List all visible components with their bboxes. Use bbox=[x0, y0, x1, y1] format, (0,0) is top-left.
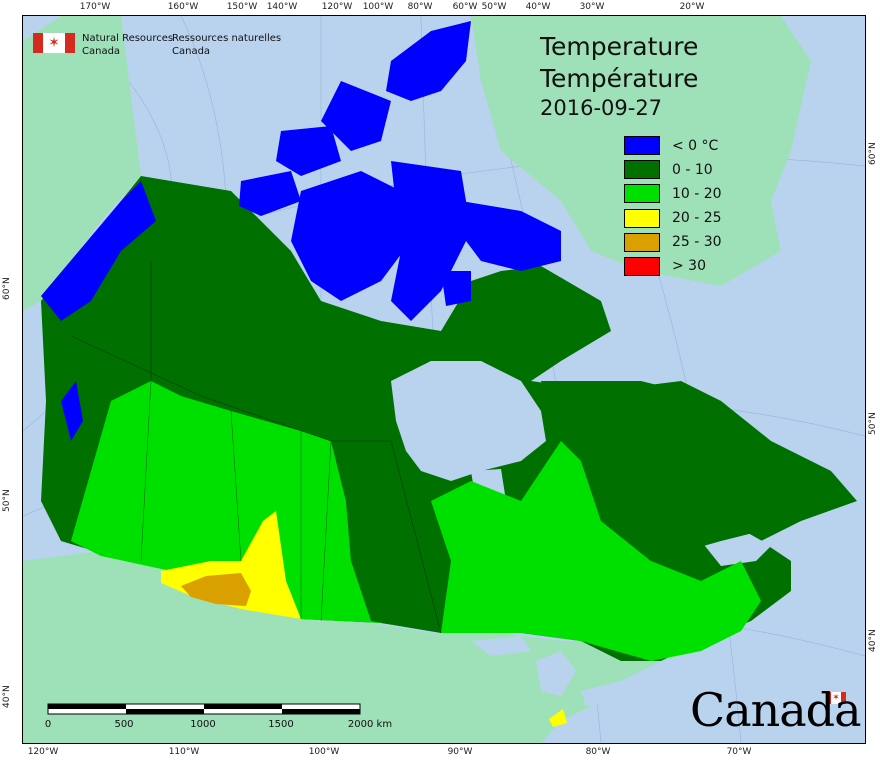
legend-item: 25 - 30 bbox=[624, 231, 722, 254]
title-en: Temperature bbox=[540, 32, 699, 61]
arctic-island bbox=[386, 21, 471, 101]
legend-item: < 0 °C bbox=[624, 134, 722, 157]
organization-name-en: Natural Resources Canada bbox=[82, 32, 173, 58]
lat-label-left: 60°N bbox=[2, 277, 12, 300]
zone-0-10-band bbox=[331, 441, 441, 631]
legend-swatch bbox=[624, 136, 660, 155]
map-canvas bbox=[23, 16, 865, 743]
lon-label-top: 100°W bbox=[362, 2, 394, 12]
lon-label-top: 120°W bbox=[321, 2, 353, 12]
map-title: Temperature Température bbox=[540, 34, 698, 92]
arctic-island bbox=[441, 271, 471, 306]
organization-line: Ressources naturelles bbox=[172, 33, 282, 44]
lon-label-top: 30°W bbox=[579, 2, 605, 12]
zone-below-zero bbox=[41, 21, 561, 441]
legend-label: < 0 °C bbox=[672, 137, 719, 154]
alaska-land bbox=[23, 16, 141, 311]
lon-label-top: 150°W bbox=[226, 2, 258, 12]
legend-item: > 30 bbox=[624, 255, 722, 278]
legend-label: 20 - 25 bbox=[672, 210, 722, 227]
lon-label-top: 50°W bbox=[481, 2, 507, 12]
province-borders bbox=[70, 261, 442, 634]
lon-label-top: 60°W bbox=[452, 2, 478, 12]
lon-label-bottom: 70°W bbox=[726, 747, 752, 757]
lon-label-top: 160°W bbox=[167, 2, 199, 12]
great-lakes bbox=[471, 636, 621, 706]
legend-item: 10 - 20 bbox=[624, 182, 722, 205]
lon-label-bottom: 100°W bbox=[308, 747, 340, 757]
legend-swatch bbox=[624, 256, 660, 276]
lon-label-bottom: 110°W bbox=[168, 747, 200, 757]
organization-line: Natural Resources bbox=[82, 33, 174, 44]
bc-cold-patch bbox=[61, 381, 83, 441]
lon-label-top: 170°W bbox=[79, 2, 111, 12]
lon-label-bottom: 90°W bbox=[447, 747, 473, 757]
legend-swatch bbox=[624, 160, 660, 180]
scale-label: 1000 bbox=[190, 719, 216, 730]
lon-label-bottom: 80°W bbox=[585, 747, 611, 757]
legend-swatch bbox=[624, 208, 660, 228]
organization-line: Canada bbox=[82, 46, 121, 57]
lat-label-left: 50°N bbox=[2, 489, 12, 512]
legend-label: 10 - 20 bbox=[672, 185, 722, 202]
zone-25-30 bbox=[181, 573, 251, 606]
arctic-island bbox=[291, 171, 411, 301]
organization-name-fr: Ressources naturelles Canada bbox=[172, 32, 281, 58]
canada-wordmark-flag-icon: ✶ bbox=[826, 692, 846, 704]
scale-label: 1500 bbox=[268, 719, 294, 730]
legend-item: 20 - 25 bbox=[624, 207, 722, 230]
lon-label-top: 80°W bbox=[407, 2, 433, 12]
scale-bar bbox=[47, 703, 361, 715]
zone-0-10-quebec bbox=[541, 381, 831, 561]
arctic-island bbox=[461, 201, 561, 271]
title-fr: Température bbox=[540, 64, 699, 93]
lon-label-top: 40°W bbox=[525, 2, 551, 12]
scale-label: 500 bbox=[114, 719, 134, 730]
hudson-bay-water bbox=[391, 361, 546, 481]
lon-label-top: 140°W bbox=[266, 2, 298, 12]
lat-label-right: 60°N bbox=[868, 142, 878, 165]
organization-line: Canada bbox=[172, 46, 211, 57]
lat-label-right: 40°N bbox=[868, 629, 878, 652]
arctic-island bbox=[321, 81, 391, 151]
lat-label-right: 50°N bbox=[868, 412, 878, 435]
legend-swatch bbox=[624, 184, 660, 204]
yukon-cold bbox=[41, 181, 156, 321]
legend-swatch bbox=[624, 232, 660, 252]
legend-label: 25 - 30 bbox=[672, 234, 722, 251]
legend-item: 0 - 10 bbox=[624, 158, 722, 181]
map-date: 2016-09-27 bbox=[540, 96, 663, 120]
nrcan-flag-icon: ✶ bbox=[33, 33, 75, 53]
map-frame bbox=[22, 15, 866, 744]
arctic-island bbox=[239, 171, 301, 216]
arctic-island bbox=[391, 161, 471, 321]
scale-label: 0 bbox=[44, 719, 52, 730]
canada-wordmark: Canada bbox=[690, 683, 862, 737]
lon-label-bottom: 120°W bbox=[27, 747, 59, 757]
zone-20-25-south bbox=[549, 709, 567, 727]
legend: < 0 °C 0 - 10 10 - 20 20 - 25 25 - 30 > … bbox=[624, 134, 722, 279]
lat-label-left: 40°N bbox=[2, 685, 12, 708]
scale-label: 2000 km bbox=[347, 719, 393, 730]
arctic-island bbox=[276, 126, 341, 176]
legend-label: 0 - 10 bbox=[672, 161, 713, 178]
lon-label-top: 20°W bbox=[679, 2, 705, 12]
legend-label: > 30 bbox=[672, 258, 706, 275]
